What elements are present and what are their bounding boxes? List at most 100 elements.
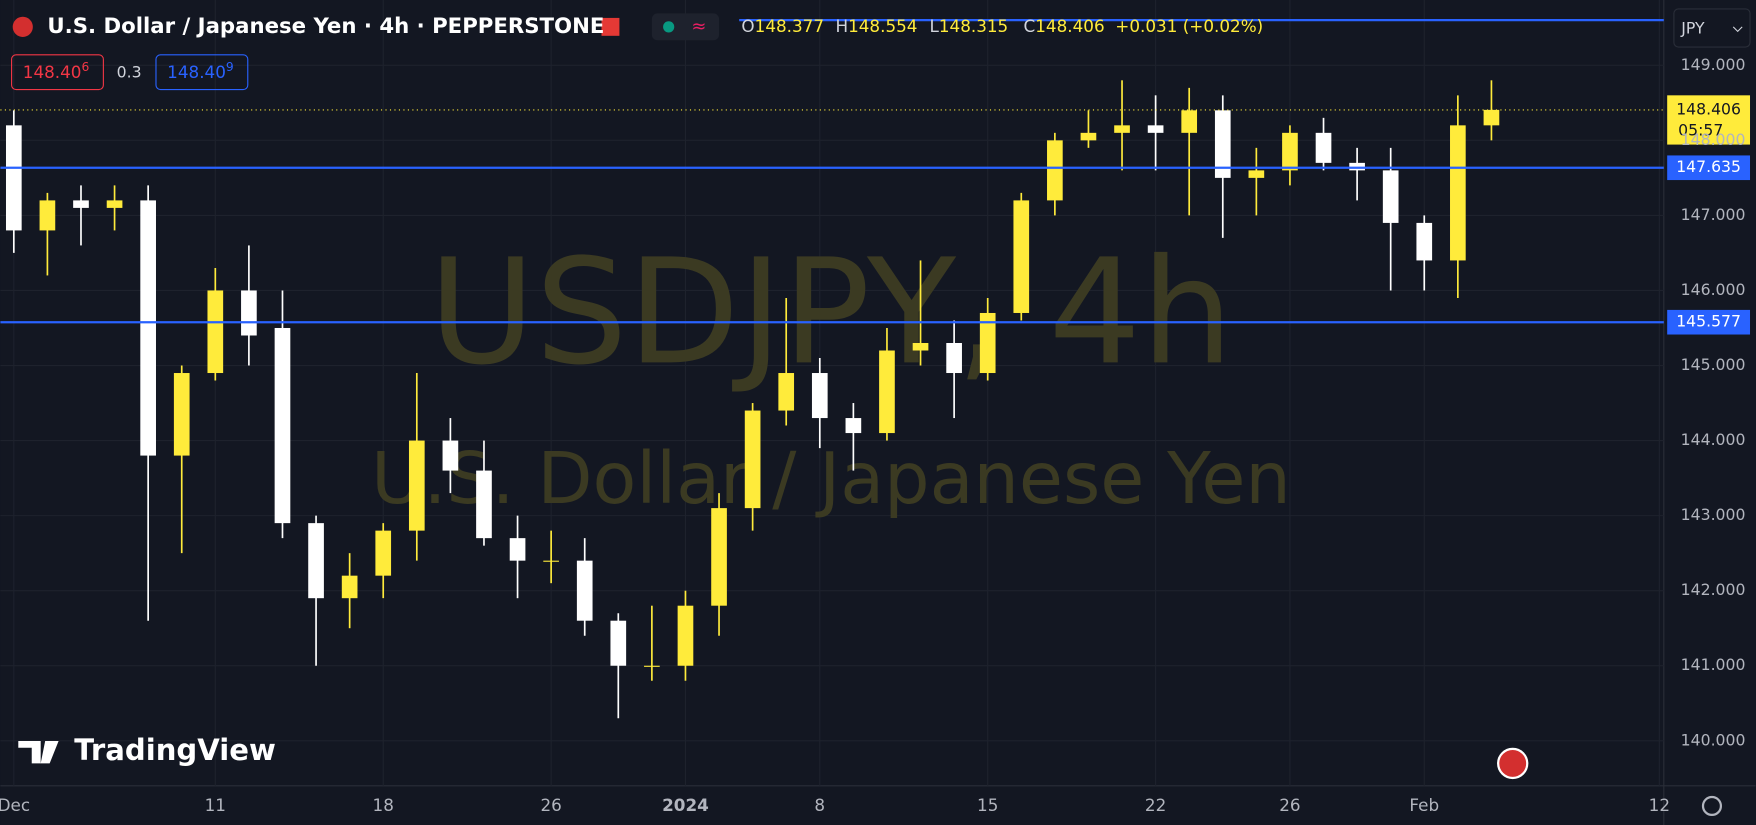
ohlc-value: 148.315 — [939, 16, 1008, 36]
flag-icon[interactable] — [601, 17, 620, 36]
plot — [5, 80, 1500, 719]
y-tick-label: 145.000 — [1681, 355, 1746, 374]
y-tick-label: 140.000 — [1681, 730, 1746, 749]
ohlc-text: L148.315 — [929, 16, 1008, 36]
candle-body — [1315, 132, 1332, 163]
ohlc-value: 148.377 — [755, 16, 824, 36]
x-tick-label: Dec — [0, 795, 30, 815]
candle-body — [1080, 132, 1097, 141]
ohlc-key: L — [929, 16, 939, 36]
x-tick-label: 15 — [977, 795, 998, 815]
candle-body — [274, 327, 291, 524]
y-tick-label: 148.000 — [1681, 130, 1746, 149]
watermark-symbol: USDJPY, 4h — [429, 228, 1234, 397]
candle-body — [610, 620, 627, 666]
buy-price-main: 148.40 — [167, 62, 226, 82]
candle-body — [39, 200, 56, 231]
candle-body — [1214, 110, 1231, 178]
last-price-tag — [1667, 95, 1751, 145]
market-open-dot — [663, 21, 675, 33]
brand-name: TradingView — [74, 733, 276, 767]
y-tick-label: 147.000 — [1681, 205, 1746, 224]
candle-body — [509, 538, 526, 561]
candle-body — [375, 530, 392, 576]
data-status-icon: ≈ — [691, 16, 706, 37]
candle-body — [1248, 170, 1265, 178]
candle-body — [946, 342, 962, 374]
candle-body — [73, 200, 89, 208]
candle-body — [241, 290, 257, 336]
candle-body — [744, 410, 761, 509]
overlay: 147.635 145.577 148.406 05:57 — [0, 19, 1751, 335]
candle-body — [1416, 222, 1433, 261]
candle-body — [1047, 140, 1063, 201]
candle-body — [1181, 110, 1198, 133]
candle-body — [1483, 109, 1500, 126]
candle-body — [845, 418, 862, 434]
currency-dropdown[interactable] — [1673, 8, 1751, 48]
ohlc-text: H148.554 — [835, 16, 917, 36]
ohlc-key: C — [1024, 16, 1036, 36]
x-tick-label: Feb — [1409, 795, 1439, 815]
candle-body — [140, 200, 156, 456]
x-tick-label: 12 — [1649, 795, 1670, 815]
candle-body — [778, 373, 795, 411]
last-price-label: 148.406 — [1676, 99, 1741, 118]
y-tick-label: 141.000 — [1681, 655, 1746, 674]
candle-body — [811, 373, 828, 419]
sell-box[interactable] — [11, 54, 104, 91]
event-icon[interactable] — [1497, 747, 1529, 780]
y-tick-label: 146.000 — [1681, 280, 1746, 299]
candle-body — [912, 342, 929, 351]
buy-pip: 9 — [226, 60, 234, 74]
y-tick-label: 144.000 — [1681, 430, 1746, 449]
candle-body — [476, 470, 492, 539]
candle-body — [1450, 125, 1466, 261]
candle-body — [1114, 125, 1130, 133]
candle-body — [5, 125, 22, 231]
candle-body — [576, 560, 593, 621]
watermark: USDJPY, 4h U.S. Dollar / Japanese Yen — [371, 228, 1291, 520]
candle-body — [1349, 162, 1365, 171]
x-tick-label: 26 — [1279, 795, 1300, 815]
candle-body — [1282, 132, 1298, 171]
candle-body — [207, 290, 224, 374]
brand-logo — [18, 741, 59, 764]
price-tag — [1667, 309, 1751, 335]
y-tick-label: 149.000 — [1681, 55, 1746, 74]
symbol-icon[interactable] — [12, 16, 33, 37]
candle-body — [173, 373, 190, 456]
candle-body — [677, 605, 694, 666]
change-text: +0.031 (+0.02%) — [1115, 16, 1263, 36]
buy-box[interactable] — [155, 54, 249, 91]
price-tag-label: 147.635 — [1676, 157, 1741, 176]
countdown-label: 05:57 — [1678, 121, 1723, 140]
candle-body — [408, 440, 425, 531]
currency-label: JPY — [1680, 19, 1705, 38]
candle-body — [543, 560, 559, 562]
sell-price-main: 148.40 — [23, 62, 82, 82]
candle-body — [1013, 200, 1030, 313]
price-tag-label: 145.577 — [1676, 312, 1741, 331]
chart-title: U.S. Dollar / Japanese Yen · 4h · PEPPER… — [47, 14, 604, 39]
x-tick-label: 22 — [1145, 795, 1166, 815]
settings-icon[interactable] — [1701, 795, 1723, 817]
candle-body — [341, 575, 358, 599]
status-pill — [651, 13, 720, 41]
x-tick-label: 8 — [814, 795, 825, 815]
ohlc-value: 148.406 — [1035, 16, 1104, 36]
candle-body — [1147, 125, 1164, 133]
candle-body — [979, 312, 996, 374]
candle-body — [106, 200, 123, 208]
candle-body — [711, 508, 727, 606]
candle-body — [308, 523, 324, 599]
sell-price: 148.406 — [23, 60, 90, 82]
ohlc-text: O148.377 — [741, 16, 824, 36]
spread: 0.3 — [117, 62, 142, 81]
candle-body — [442, 440, 459, 471]
ohlc-text: C148.406 — [1024, 16, 1105, 36]
y-tick-label: 142.000 — [1681, 580, 1746, 599]
watermark-name: U.S. Dollar / Japanese Yen — [371, 437, 1291, 520]
candle-body — [879, 350, 895, 434]
